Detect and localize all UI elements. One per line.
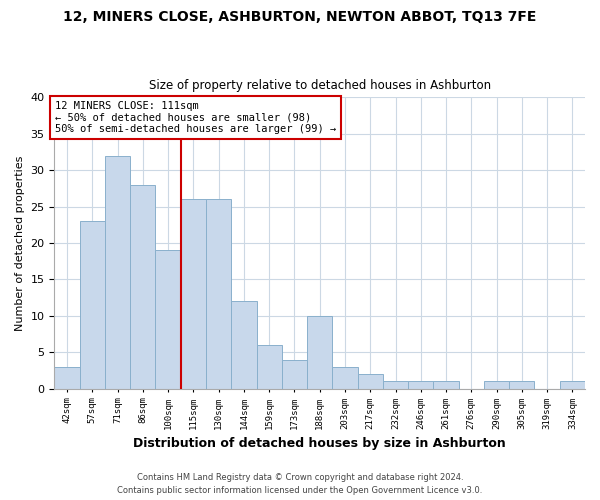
Title: Size of property relative to detached houses in Ashburton: Size of property relative to detached ho… [149,79,491,92]
Bar [130,185,155,389]
Text: 12 MINERS CLOSE: 111sqm
← 50% of detached houses are smaller (98)
50% of semi-de: 12 MINERS CLOSE: 111sqm ← 50% of detache… [55,101,336,134]
Bar [408,382,433,389]
Bar [484,382,509,389]
Bar [332,367,358,389]
Bar [181,200,206,389]
Y-axis label: Number of detached properties: Number of detached properties [15,156,25,330]
Bar [80,221,105,389]
Bar [282,360,307,389]
Bar [433,382,458,389]
Text: 12, MINERS CLOSE, ASHBURTON, NEWTON ABBOT, TQ13 7FE: 12, MINERS CLOSE, ASHBURTON, NEWTON ABBO… [64,10,536,24]
Bar [383,382,408,389]
Bar [307,316,332,389]
Bar [509,382,535,389]
Bar [560,382,585,389]
Bar [105,156,130,389]
Bar [257,345,282,389]
Bar [206,200,231,389]
Bar [358,374,383,389]
Bar [155,250,181,389]
Bar [231,302,257,389]
Text: Contains HM Land Registry data © Crown copyright and database right 2024.
Contai: Contains HM Land Registry data © Crown c… [118,473,482,495]
X-axis label: Distribution of detached houses by size in Ashburton: Distribution of detached houses by size … [133,437,506,450]
Bar [55,367,80,389]
